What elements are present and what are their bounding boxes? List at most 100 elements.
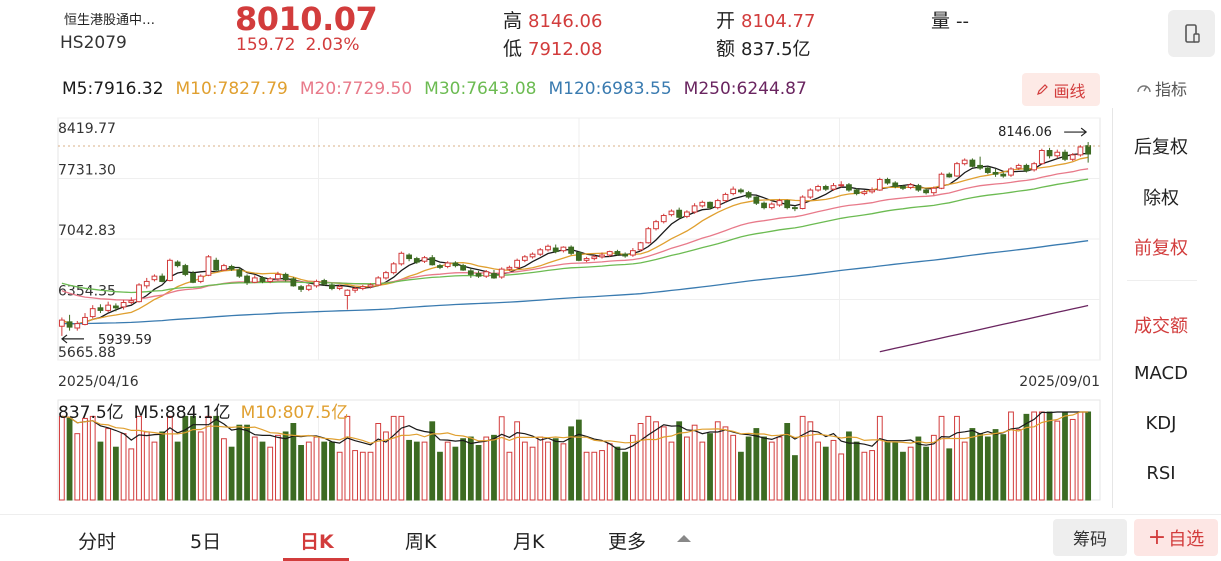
volume-bar [984, 436, 991, 501]
tab-4[interactable]: 月K [513, 531, 545, 553]
candle-body [406, 254, 412, 260]
caret-up-icon[interactable] [677, 535, 691, 542]
side-item-4[interactable]: MACD [1134, 363, 1188, 384]
volume-bar [784, 423, 791, 501]
tab-3[interactable]: 周K [405, 531, 437, 553]
candle-body [313, 280, 320, 287]
volume-ma10-line [61, 411, 1089, 444]
candle-body [467, 270, 474, 275]
volume-bar [961, 441, 968, 501]
high-label: 高 [503, 10, 523, 32]
high-value: 8146.06 [528, 11, 603, 32]
candle-body [89, 308, 96, 318]
volume-bar [413, 441, 420, 501]
volume-bar [552, 438, 559, 501]
tab-2[interactable]: 日K [300, 531, 334, 553]
ma-legend-item: M10:7827.79 [175, 79, 288, 99]
candle-body [622, 253, 629, 257]
candle-body [112, 305, 119, 309]
candle-body [660, 215, 667, 223]
volume-bar [838, 453, 845, 501]
candle-body [915, 185, 922, 191]
tab-0[interactable]: 分时 [78, 531, 117, 553]
candle-body [213, 259, 220, 271]
candle-body [352, 287, 358, 291]
volume-bar [329, 441, 335, 501]
side-item-0[interactable]: 后复权 [1134, 137, 1188, 158]
ma250-line [879, 304, 1089, 353]
volume-bar [529, 446, 536, 501]
volume-bar [82, 417, 88, 501]
side-divider [1127, 280, 1197, 281]
candle-body [66, 321, 73, 328]
volume-bar [583, 451, 590, 501]
candle-body [298, 286, 304, 290]
volume-bar [907, 446, 914, 501]
low-stat: 低 7912.08 [503, 34, 602, 61]
volume-bar [545, 441, 551, 501]
volume-bar [89, 415, 96, 501]
volume-bar [614, 446, 621, 501]
tab-1[interactable]: 5日 [190, 531, 222, 553]
side-item-6[interactable]: RSI [1146, 463, 1176, 484]
volume-bar [846, 431, 852, 501]
candle-body [776, 200, 783, 206]
volume-bar [768, 441, 775, 501]
volume-bar [344, 415, 351, 501]
side-item-5[interactable]: KDJ [1145, 413, 1177, 434]
volume-bar [629, 434, 636, 501]
volume-bar [1069, 418, 1076, 501]
candle-body [1015, 164, 1022, 169]
volume-bar [174, 441, 181, 501]
volume-bar [591, 451, 598, 501]
volume-bar [352, 450, 358, 501]
y-tick-label: 7731.30 [58, 163, 116, 179]
volume-bar [259, 441, 266, 501]
candle-body [575, 251, 582, 261]
draw-line-button[interactable]: 画线 [1022, 73, 1100, 106]
candle-body [738, 189, 744, 193]
volume-bar [383, 431, 389, 501]
candle-body [1000, 173, 1007, 177]
volume-bar [753, 428, 760, 501]
indicator-header[interactable]: 指标 [1136, 76, 1187, 100]
side-item-3[interactable]: 成交额 [1134, 316, 1188, 337]
price-change: 159.72 2.03% [236, 35, 370, 55]
side-item-2[interactable]: 前复权 [1134, 238, 1188, 259]
add-favorite-button[interactable]: + 自选 [1134, 519, 1218, 556]
volume-bar [313, 436, 320, 501]
volume-legend-item: 837.5亿 [58, 403, 124, 423]
tab-5[interactable]: 更多 [608, 531, 647, 553]
candle-body [1038, 149, 1045, 165]
candle-body [792, 207, 798, 210]
y-tick-label: 7042.83 [58, 223, 116, 239]
side-item-1[interactable]: 除权 [1143, 188, 1179, 209]
date-start-label: 2025/04/16 [58, 374, 139, 390]
device-toggle-button[interactable] [1168, 10, 1215, 57]
candle-body [236, 269, 243, 277]
kline-chart[interactable]: 8419.77 7731.30 7042.83 6354.35 5665.88 8146.… [0, 110, 1112, 510]
candle-body [383, 272, 389, 279]
volume-bar [676, 421, 683, 501]
candle-body [799, 196, 806, 209]
volume-bar [398, 415, 405, 501]
candle-body [629, 250, 636, 256]
volume-bar [197, 431, 204, 501]
volume-bar [691, 424, 698, 501]
candle-body [74, 323, 81, 329]
candle-body [969, 159, 976, 167]
candle-body [560, 246, 567, 252]
ma120-line [61, 240, 1089, 325]
candle-body [437, 265, 443, 268]
candle-body [606, 251, 613, 256]
chip-distribution-button[interactable]: 筹码 [1053, 519, 1127, 556]
candle-body [174, 261, 181, 267]
candle-body [1069, 154, 1076, 160]
candle-body [668, 210, 675, 216]
volume-bar [452, 446, 459, 501]
candle-body [136, 284, 142, 303]
open-label: 开 [716, 10, 736, 32]
open-value: 8104.77 [741, 11, 816, 32]
ma-legend: M5:7916.32 M10:7827.79 M20:7729.50 M30:7643… [62, 79, 819, 99]
candle-body [545, 245, 551, 251]
